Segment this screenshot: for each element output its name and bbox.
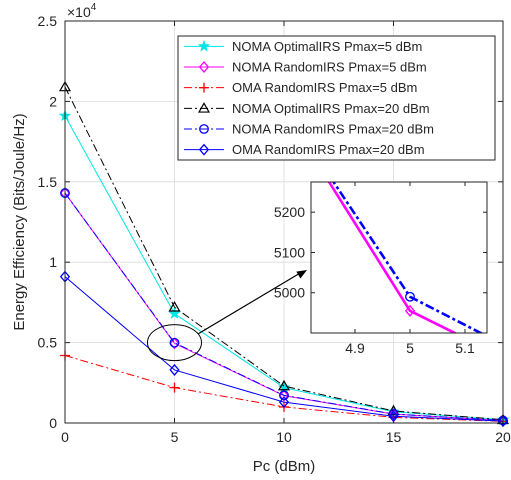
x-tick-label: 5 xyxy=(171,429,179,445)
legend-marker xyxy=(198,60,210,74)
x-tick-label: 10 xyxy=(276,429,292,445)
zoom-arrow-head xyxy=(296,270,307,279)
inset-y-tick-label: 5100 xyxy=(274,244,305,260)
y-tick-label: 1.5 xyxy=(38,174,58,190)
zoom-region-ellipse xyxy=(147,324,202,362)
legend-label: OMA RandomIRS Pmax=5 dBm xyxy=(232,80,417,95)
y-tick-label: 1 xyxy=(49,254,57,270)
legend-label: OMA RandomIRS Pmax=20 dBm xyxy=(232,142,425,157)
data-point-marker xyxy=(278,396,290,409)
legend: NOMA OptimalIRS Pmax=5 dBm NOMA RandomIRS… xyxy=(177,35,496,161)
inset-frame xyxy=(310,181,488,334)
inset-series xyxy=(327,182,484,333)
legend-item: NOMA OptimalIRS Pmax=5 dBm xyxy=(184,39,422,54)
x-tick-label: 20 xyxy=(495,429,511,445)
inset-x-tick-label: 4.9 xyxy=(345,340,365,356)
inset-data-point-marker xyxy=(404,304,416,317)
legend-item: OMA RandomIRS Pmax=5 dBm xyxy=(184,80,417,95)
x-tick-label: 0 xyxy=(61,429,69,445)
y-tick-label: 0 xyxy=(49,415,57,431)
data-point-marker xyxy=(168,307,181,319)
legend-item: NOMA RandomIRS Pmax=20 dBm xyxy=(184,122,434,137)
y-multiplier-exponent: 4 xyxy=(91,2,97,13)
legend-marker xyxy=(197,102,211,113)
y-tick-label: 0.5 xyxy=(38,335,58,351)
y-multiplier-base: ×10 xyxy=(67,4,91,20)
legend-item: NOMA RandomIRS Pmax=5 dBm xyxy=(184,60,427,75)
legend-label: NOMA RandomIRS Pmax=20 dBm xyxy=(232,122,434,137)
data-point-marker xyxy=(278,389,290,402)
data-point-marker xyxy=(169,337,180,350)
data-point-marker xyxy=(497,415,509,428)
x-axis-label: Pc (dBm) xyxy=(253,458,316,475)
zoom-arrow-line xyxy=(198,271,302,335)
inset-x-tick-label: 5 xyxy=(406,340,414,356)
inset-zoom-plot: 4.9 5 5.1 5000 5100 5200 xyxy=(274,181,488,356)
legend-label: NOMA OptimalIRS Pmax=5 dBm xyxy=(232,39,422,54)
inset-background xyxy=(311,182,487,333)
main-plot-series xyxy=(58,80,510,428)
data-point-marker xyxy=(168,301,181,312)
legend-marker xyxy=(198,143,210,156)
legend-marker xyxy=(199,82,209,93)
data-point-marker xyxy=(169,382,180,393)
legend-label: NOMA RandomIRS Pmax=5 dBm xyxy=(232,60,427,75)
data-point-marker xyxy=(279,390,289,401)
inset-series-line xyxy=(331,182,484,333)
y-tick-label: 2.5 xyxy=(38,13,58,29)
series-line xyxy=(64,276,504,422)
legend-box xyxy=(177,35,496,161)
legend-marker xyxy=(199,124,209,134)
axis-ticks: 0 5 10 15 20 0 0.5 1 1.5 2 2.5 xyxy=(38,13,511,445)
data-point-marker xyxy=(169,363,180,376)
series-line xyxy=(64,86,504,421)
y-axis-label: Energy Efficiency (Bits/Joule/Hz) xyxy=(11,113,28,330)
legend-marker xyxy=(197,39,211,52)
x-tick-label: 15 xyxy=(386,429,402,445)
inset-x-tick-label: 5.1 xyxy=(455,340,475,356)
legend-item: NOMA OptimalIRS Pmax=20 dBm xyxy=(184,101,430,116)
y-axis-multiplier: ×104 xyxy=(67,2,97,20)
series-line xyxy=(64,192,504,421)
inset-y-tick-label: 5200 xyxy=(274,204,305,220)
legend-label: NOMA OptimalIRS Pmax=20 dBm xyxy=(232,101,430,116)
data-point-marker xyxy=(169,337,180,348)
data-point-marker xyxy=(277,379,291,391)
legend-item: OMA RandomIRS Pmax=20 dBm xyxy=(184,142,425,157)
zoom-arrow xyxy=(198,270,307,335)
inset-data-point-marker xyxy=(405,291,415,302)
y-tick-label: 2 xyxy=(49,93,57,109)
inset-series-line xyxy=(327,182,458,333)
inset-y-tick-label: 5000 xyxy=(274,285,305,301)
